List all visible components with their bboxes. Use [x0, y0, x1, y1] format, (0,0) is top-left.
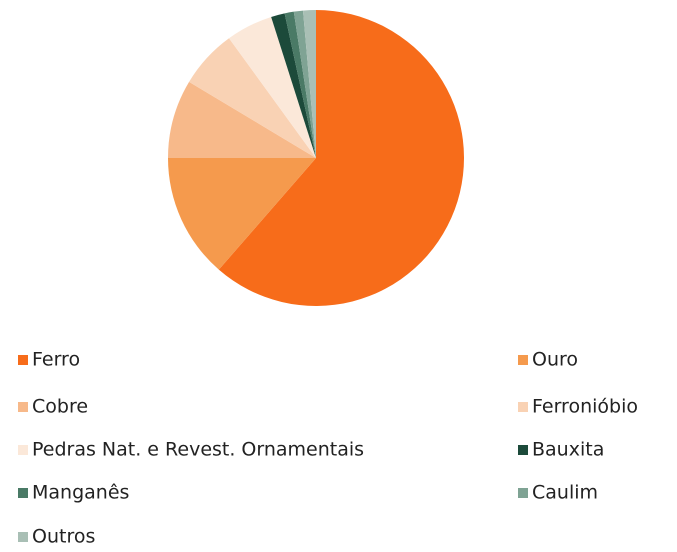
- legend-swatch: [18, 532, 28, 542]
- legend-swatch: [518, 402, 528, 412]
- pie-slice: [293, 10, 316, 159]
- legend-label: Bauxita: [532, 439, 604, 461]
- legend-swatch: [518, 355, 528, 365]
- legend-label: Outros: [32, 526, 95, 548]
- pie-slice: [218, 10, 465, 306]
- pie-slice: [284, 11, 316, 159]
- legend-label: Pedras Nat. e Revest. Ornamentais: [32, 439, 364, 461]
- legend-label: Caulim: [532, 482, 598, 504]
- legend-swatch: [18, 445, 28, 455]
- pie-slice: [271, 13, 316, 158]
- legend-swatch: [18, 488, 28, 498]
- legend-swatch: [18, 355, 28, 365]
- legend-label: Manganês: [32, 482, 129, 504]
- legend-label: Ferroniόbio: [532, 396, 638, 418]
- legend-swatch: [18, 402, 28, 412]
- legend-swatch: [518, 445, 528, 455]
- pie-slice: [229, 16, 316, 158]
- pie-slice: [168, 81, 316, 158]
- pie-slice: [168, 158, 316, 270]
- pie-slice: [189, 38, 316, 158]
- pie-slice: [302, 10, 316, 158]
- legend-swatch: [518, 488, 528, 498]
- legend-label: Ferro: [32, 349, 80, 371]
- legend-label: Ouro: [532, 349, 578, 371]
- legend-label: Cobre: [32, 396, 88, 418]
